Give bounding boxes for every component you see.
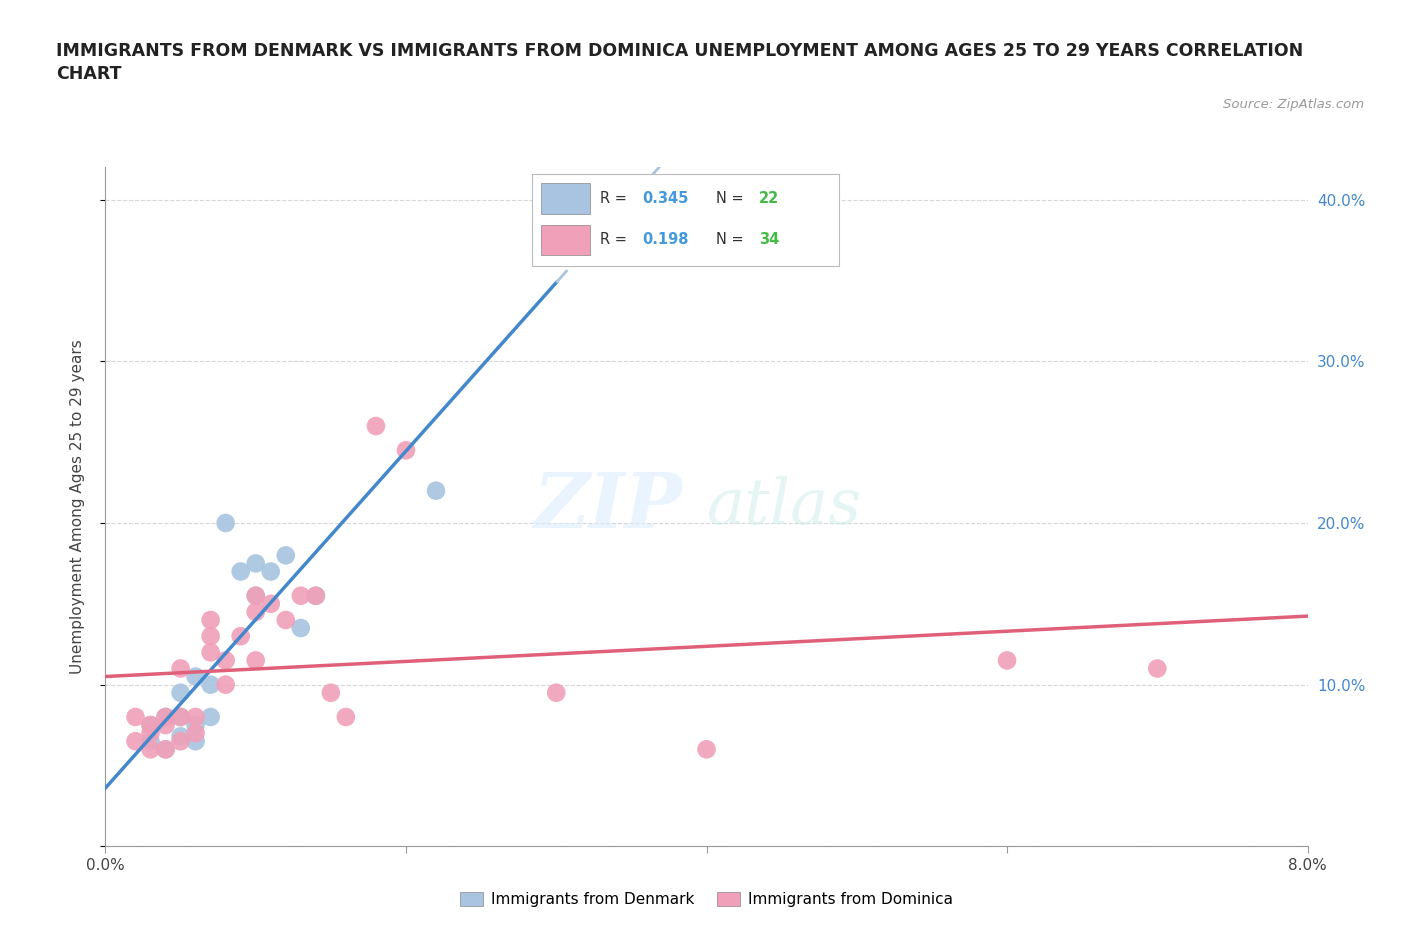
Y-axis label: Unemployment Among Ages 25 to 29 years: Unemployment Among Ages 25 to 29 years (70, 339, 84, 674)
Text: atlas: atlas (707, 476, 862, 538)
Point (200, 629, 222, 644)
Point (124, 734, 146, 749)
Point (364, 418, 387, 433)
Point (169, 729, 191, 744)
Point (139, 742, 162, 757)
Point (546, 241, 568, 256)
Point (184, 710, 207, 724)
Point (319, 685, 342, 700)
Point (139, 718, 162, 733)
Point (260, 565, 283, 579)
Point (995, 653, 1018, 668)
Point (139, 725, 162, 740)
Point (184, 725, 207, 740)
Point (245, 556, 267, 571)
Point (155, 710, 177, 724)
Point (290, 620, 312, 635)
Point (425, 484, 447, 498)
Point (229, 629, 252, 644)
Text: ZIP: ZIP (534, 470, 682, 544)
Point (139, 718, 162, 733)
Point (290, 589, 312, 604)
Point (305, 589, 328, 604)
Point (1146, 661, 1168, 676)
Point (274, 613, 297, 628)
Point (696, 742, 718, 757)
Point (169, 734, 191, 749)
Point (155, 710, 177, 724)
Point (546, 685, 568, 700)
Point (214, 653, 236, 668)
Point (245, 589, 267, 604)
Point (200, 613, 222, 628)
Point (155, 718, 177, 733)
Point (260, 596, 283, 611)
Text: IMMIGRANTS FROM DENMARK VS IMMIGRANTS FROM DOMINICA UNEMPLOYMENT AMONG AGES 25 T: IMMIGRANTS FROM DENMARK VS IMMIGRANTS FR… (56, 42, 1303, 84)
Point (169, 710, 191, 724)
Point (155, 742, 177, 757)
Legend: Immigrants from Denmark, Immigrants from Dominica: Immigrants from Denmark, Immigrants from… (454, 886, 959, 913)
Point (214, 515, 236, 530)
Point (169, 661, 191, 676)
Point (124, 710, 146, 724)
Point (335, 710, 357, 724)
Point (274, 548, 297, 563)
Point (184, 670, 207, 684)
Point (169, 685, 191, 700)
Point (214, 677, 236, 692)
Text: Source: ZipAtlas.com: Source: ZipAtlas.com (1223, 98, 1364, 111)
Point (305, 589, 328, 604)
Point (155, 742, 177, 757)
Point (395, 443, 418, 458)
Point (245, 604, 267, 619)
Point (245, 589, 267, 604)
Point (245, 653, 267, 668)
Point (200, 710, 222, 724)
Point (200, 644, 222, 659)
Point (229, 565, 252, 579)
Point (200, 677, 222, 692)
Point (184, 718, 207, 733)
Point (169, 710, 191, 724)
Point (184, 734, 207, 749)
Point (139, 734, 162, 749)
